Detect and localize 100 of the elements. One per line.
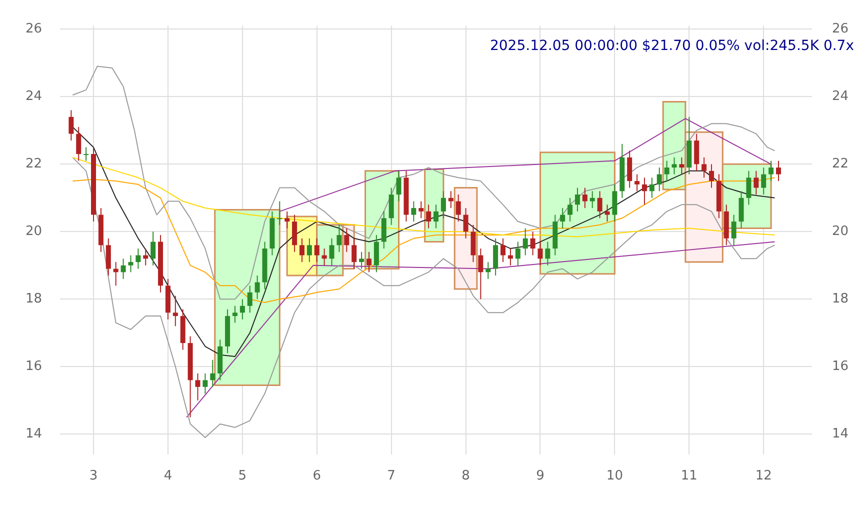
candlestick (344, 228, 350, 252)
candlestick (68, 110, 74, 142)
candlestick (508, 248, 513, 266)
y-tick-label: 24 (25, 89, 42, 104)
candlestick (470, 224, 476, 263)
candlestick (530, 231, 536, 256)
candlestick (210, 359, 216, 388)
candlestick (396, 170, 402, 202)
candlestick (106, 238, 111, 276)
candlestick (314, 238, 320, 263)
candlestick (448, 190, 454, 209)
y-tick-label: 22 (25, 156, 42, 172)
candlestick (702, 156, 707, 178)
candlestick (440, 190, 446, 219)
candlestick (456, 194, 461, 222)
candlestick (240, 298, 245, 320)
candlestick (545, 241, 550, 266)
candlestick (568, 197, 573, 222)
candlestick (434, 204, 438, 229)
candlestick (500, 238, 506, 263)
candlestick (604, 204, 610, 222)
candlestick (172, 295, 178, 327)
y2-tick-label: 20 (832, 224, 849, 240)
candlestick (113, 262, 118, 286)
candlestick (597, 190, 602, 219)
x-tick-label: 5 (238, 468, 247, 484)
y2-tick-label: 26 (832, 22, 849, 37)
candlestick (247, 285, 252, 314)
text: 2025.12.05 00:00:00 $21.70 0.05% vol:245.5K 0.7x (490, 38, 854, 54)
candlestick (574, 187, 580, 212)
candlestick (388, 187, 394, 226)
y2-tick-label: 16 (832, 359, 849, 374)
candlestick (411, 200, 416, 222)
candlestick (634, 174, 640, 192)
candlestick (136, 248, 141, 270)
candlestick (359, 251, 364, 270)
x-tick-label: 11 (680, 468, 698, 484)
candlestick (366, 251, 372, 273)
candlestick (538, 241, 543, 266)
x-tick-label: 6 (312, 468, 322, 484)
candlestick (202, 372, 208, 394)
candlestick (627, 150, 632, 188)
candlestick (738, 190, 744, 229)
y2-tick-label: 24 (832, 89, 849, 104)
x-tick-label: 9 (536, 468, 544, 484)
candlestick (284, 210, 290, 229)
candlestick (642, 177, 647, 206)
candlestick (329, 238, 334, 266)
candlestick (150, 231, 156, 266)
candlestick (612, 184, 618, 222)
y-tick-label: 16 (25, 359, 42, 374)
candlestick (463, 208, 468, 239)
candlestick (493, 238, 498, 276)
candlestick (299, 238, 304, 263)
candlestick (731, 214, 736, 246)
y2-tick-label: 14 (832, 426, 849, 442)
candlestick (76, 126, 82, 162)
candlestick (195, 372, 200, 401)
candlestick (664, 160, 670, 182)
y-tick-label: 20 (25, 224, 42, 240)
candlestick (679, 156, 684, 175)
y-tick-label: 14 (25, 426, 42, 442)
candlestick (120, 258, 126, 280)
candlestick (381, 210, 386, 250)
candlestick (292, 214, 298, 252)
candlestick (418, 200, 424, 219)
x-tick-label: 3 (89, 468, 98, 484)
candlestick (754, 170, 759, 196)
candlestick (694, 133, 700, 172)
candlestick (560, 208, 566, 229)
candlestick (776, 160, 781, 182)
candlestick (522, 228, 528, 256)
candlestick (232, 305, 238, 324)
candlestick (374, 234, 379, 273)
x-tick-label: 12 (755, 468, 772, 484)
candlestick (708, 164, 714, 188)
y-tick-label: 18 (25, 292, 42, 307)
candlestick (478, 248, 484, 300)
y2-tick-label: 18 (832, 292, 849, 307)
candlestick (336, 224, 342, 252)
candlestick (590, 190, 595, 209)
x-tick-label: 10 (606, 468, 623, 484)
x-tick-label: 7 (387, 468, 396, 484)
candlestick (352, 238, 357, 270)
candlestick (426, 204, 432, 229)
candlestick (515, 241, 520, 266)
candlestick (768, 160, 774, 182)
candlestick (672, 156, 677, 175)
candlestick (656, 167, 662, 192)
candlestick (746, 170, 752, 206)
candlestick (761, 167, 766, 196)
candlestick (582, 187, 588, 209)
y-tick-label: 26 (25, 22, 42, 37)
x-tick-label: 4 (164, 468, 172, 484)
candlestick (254, 275, 260, 300)
y2-tick-label: 22 (832, 156, 849, 172)
candlestick (84, 146, 89, 162)
x-tick-label: 8 (462, 468, 470, 484)
candlestick (486, 262, 491, 280)
candlestick (649, 177, 654, 198)
